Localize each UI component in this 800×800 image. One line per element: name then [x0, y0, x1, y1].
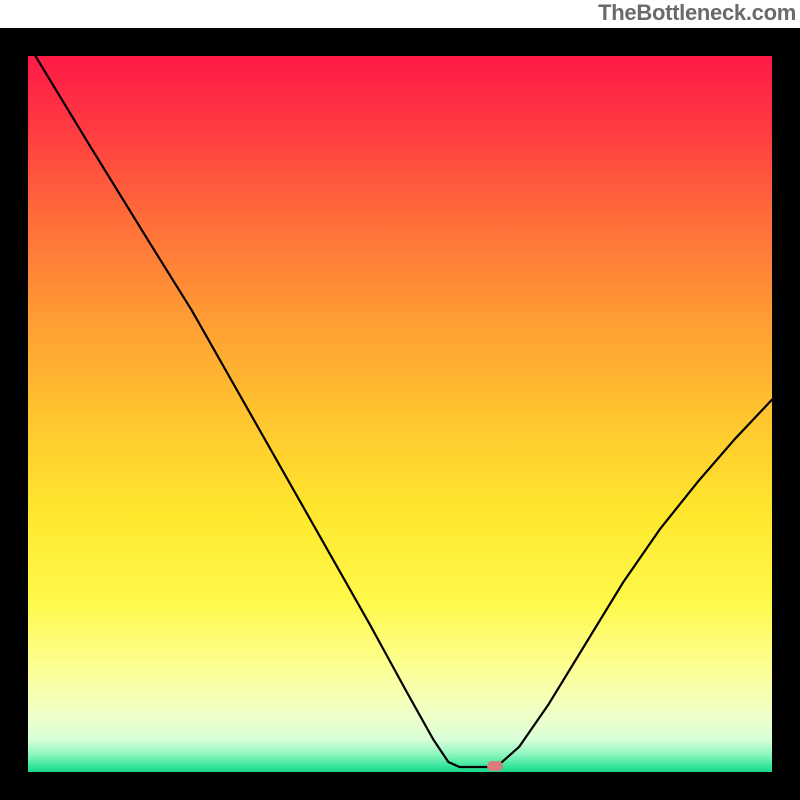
optimum-marker — [487, 761, 503, 771]
bottleneck-curve — [28, 56, 772, 772]
chart-frame: TheBottleneck.com — [0, 0, 800, 800]
watermark-text: TheBottleneck.com — [598, 0, 796, 26]
plot-area — [28, 56, 772, 772]
